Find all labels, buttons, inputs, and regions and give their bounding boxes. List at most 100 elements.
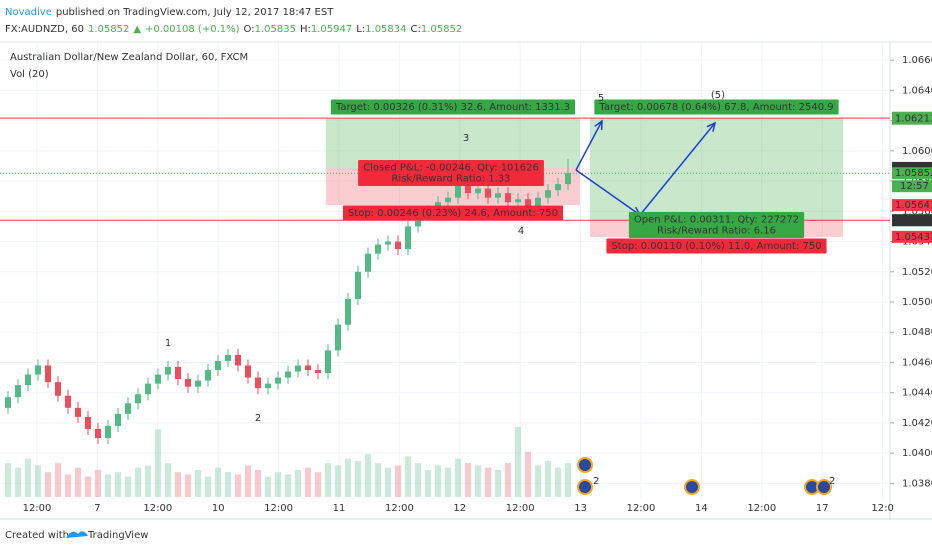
volume-bar [375,463,381,497]
volume-bar [395,465,401,497]
arrow [575,120,603,171]
volume-bar [75,467,81,497]
candle-body [355,271,361,299]
arrow [575,169,641,216]
x-tick-label: 13 [574,503,587,514]
candle-body [175,367,181,380]
candle-body [85,416,91,429]
volume-bar [525,451,531,497]
volume-bar [295,469,301,497]
volume-bar [535,465,541,497]
volume-bar [205,476,211,497]
event-count: 2 [829,476,835,487]
pnl-text-box [358,160,544,186]
candle-body [555,184,561,191]
header-line: Novadive published on TradingView.com, Ju… [5,7,334,18]
quote-symbol: FX:AUDNZD, 60 [5,24,84,35]
price-label-bg [892,230,932,243]
volume-bar [245,465,251,497]
candle-body [535,197,541,207]
candle-body [565,173,571,185]
volume-bar [485,467,491,497]
volume-bar [235,474,241,497]
volume-bar [405,456,411,497]
wave-label: 3 [463,133,469,144]
candle-body [365,253,371,272]
volume-bar [325,463,331,497]
volume-bar [415,463,421,497]
volume-bar [515,427,521,497]
candle-body [95,428,101,439]
candle-body [325,350,331,374]
price-label-bg [892,214,932,227]
volume-bar [55,463,61,497]
quote-line: FX:AUDNZD, 60 1.05852 ▲ +0.00108 (+0.1%) O:1… [5,24,462,35]
candle-body [65,395,71,408]
volume-bar [185,474,191,497]
volume-bar [425,469,431,497]
x-tick-label: 11 [333,503,346,514]
x-tick-label: 12:00 [264,503,293,514]
quote-change: +0.00108 (+0.1%) [145,24,240,35]
candle-body [75,407,81,417]
volume-bar [285,474,291,497]
price-label-bg [892,167,932,180]
candle-body [145,383,151,395]
x-tick-label: 10 [212,503,225,514]
volume-bar [275,472,281,497]
volume-bar [335,465,341,497]
x-tick-label: 12 [453,503,466,514]
candle-body [305,365,311,371]
volume-bar [5,463,11,497]
candle-body [345,298,351,325]
price-label: 1.05852 [895,168,932,179]
volume-bar [495,469,501,497]
countdown-bg [892,180,932,193]
x-tick-label: 12:00 [23,503,52,514]
pnl-text-box [628,212,805,238]
pnl-text: Open P&L: 0.00311, Qty: 227272 [634,215,799,226]
quote-o: 1.05835 [255,24,296,35]
x-tick-label: 12:00 [385,503,414,514]
volume-bar [15,467,21,497]
quote-c-label: C: [411,24,421,35]
wave-label: (5) [711,90,725,101]
volume-bar [385,467,391,497]
volume-bar [355,460,361,497]
author: Novadive [5,7,52,18]
candle-body [255,377,261,389]
candle-body [225,354,231,361]
candle-body [285,371,291,378]
arrow-head [594,119,603,131]
target-text: Target: 0.00678 (0.64%) 67.8, Amount: 25… [598,102,833,113]
wave-label: 4 [518,226,524,237]
price-label: 1.06213 [895,114,932,125]
candle-body [15,385,21,398]
pnl-text: Risk/Reward Ratio: 6.16 [657,226,776,237]
volume-bar [305,467,311,497]
stop-text-box [606,238,827,254]
volume-bar [345,458,351,497]
candle-body [495,193,501,198]
stop-text-box [342,205,564,221]
quote-arrow: ▲ [133,24,141,35]
candle-body [315,370,321,374]
stop-text: Stop: 0.00246 (0.23%) 24.6, Amount: 750 [348,208,558,219]
candle-body [395,241,401,250]
wave-label: 5 [598,93,604,104]
volume-bar [215,467,221,497]
candle-body [35,365,41,375]
volume-bar [505,463,511,497]
countdown: 12:57 [900,181,929,192]
volume-bar [555,467,561,497]
candle-body [445,197,451,203]
volume-bar [35,465,41,497]
y-tick-label: 1.04600 [902,357,932,368]
volume-bar [115,472,121,497]
volume-bar [195,469,201,497]
candle-body [25,374,31,386]
volume-bar [95,469,101,497]
x-tick-label: 14 [695,503,708,514]
